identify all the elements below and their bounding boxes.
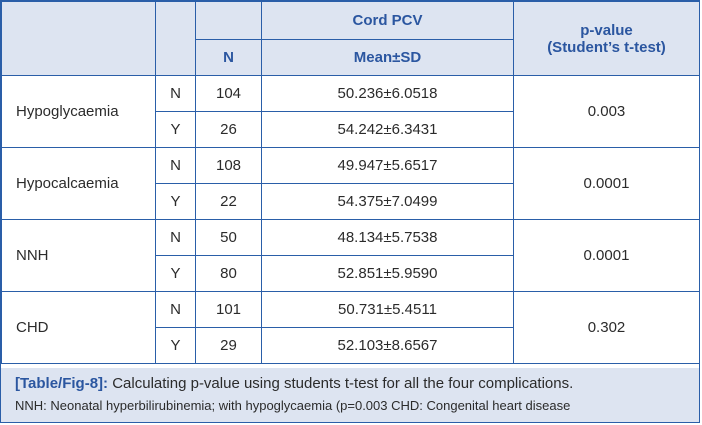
flag-cell: N	[155, 291, 196, 328]
flag-cell: N	[155, 219, 196, 256]
header-blank-n	[195, 1, 262, 40]
figure-caption: [Table/Fig-8]: Calculating p-value using…	[1, 368, 699, 422]
header-row-2: N Mean±SD	[2, 39, 700, 76]
n-cell: 26	[195, 111, 262, 148]
caption-note: NNH: Neonatal hyperbilirubinemia; with h…	[15, 398, 571, 413]
n-cell: 104	[195, 75, 262, 112]
n-cell: 101	[195, 291, 262, 328]
table-row: Y 80 52.851±5.9590	[2, 255, 700, 292]
n-cell: 80	[195, 255, 262, 292]
group-name: CHD	[1, 291, 156, 364]
mean-sd-cell: 49.947±5.6517	[261, 147, 514, 184]
mean-sd-cell: 48.134±5.7538	[261, 219, 514, 256]
group-name: Hypocalcaemia	[1, 147, 156, 220]
header-pvalue-line1: p-value	[580, 21, 633, 39]
header-pvalue-line2: (Student’s t-test)	[547, 38, 666, 56]
flag-cell: N	[155, 75, 196, 112]
p-value-cell: 0.003	[513, 75, 700, 148]
mean-sd-cell: 50.731±5.4511	[261, 291, 514, 328]
n-cell: 29	[195, 327, 262, 364]
n-cell: 22	[195, 183, 262, 220]
results-table: Cord PCV p-value (Student’s t-test) N Me…	[1, 1, 700, 364]
mean-sd-cell: 54.375±7.0499	[261, 183, 514, 220]
header-cord-pcv: Cord PCV	[261, 1, 514, 40]
table-row: Hypoglycaemia N 104 50.236±6.0518 0.003	[1, 75, 700, 148]
p-value-cell: 0.302	[513, 291, 700, 364]
caption-title: Calculating p-value using students t-tes…	[112, 375, 574, 392]
mean-sd-cell: 52.851±5.9590	[261, 255, 514, 292]
table-row: Y 29 52.103±8.6567	[2, 327, 700, 364]
header-row-1: Cord PCV p-value (Student’s t-test)	[1, 1, 700, 76]
flag-cell: N	[155, 147, 196, 184]
flag-cell: Y	[155, 183, 196, 220]
group-name: NNH	[1, 219, 156, 292]
table-row: CHD N 101 50.731±5.4511 0.302	[1, 291, 700, 364]
caption-title-line: [Table/Fig-8]: Calculating p-value using…	[15, 372, 687, 396]
mean-sd-cell: 54.242±6.3431	[261, 111, 514, 148]
mean-sd-cell: 52.103±8.6567	[261, 327, 514, 364]
header-blank-flag	[155, 1, 196, 76]
mean-sd-cell: 50.236±6.0518	[261, 75, 514, 112]
header-n: N	[195, 39, 262, 76]
p-value-cell: 0.0001	[513, 147, 700, 220]
group-name: Hypoglycaemia	[1, 75, 156, 148]
header-pvalue: p-value (Student’s t-test)	[513, 1, 700, 76]
n-cell: 50	[195, 219, 262, 256]
table-row: NNH N 50 48.134±5.7538 0.0001	[1, 219, 700, 292]
flag-cell: Y	[155, 327, 196, 364]
flag-cell: Y	[155, 111, 196, 148]
caption-label: [Table/Fig-8]:	[15, 375, 109, 392]
header-mean-sd: Mean±SD	[261, 39, 514, 76]
flag-cell: Y	[155, 255, 196, 292]
table-row: Hypocalcaemia N 108 49.947±5.6517 0.0001	[1, 147, 700, 220]
table-row: Y 26 54.242±6.3431	[2, 111, 700, 148]
header-blank-group	[1, 1, 156, 76]
p-value-cell: 0.0001	[513, 219, 700, 292]
n-cell: 108	[195, 147, 262, 184]
